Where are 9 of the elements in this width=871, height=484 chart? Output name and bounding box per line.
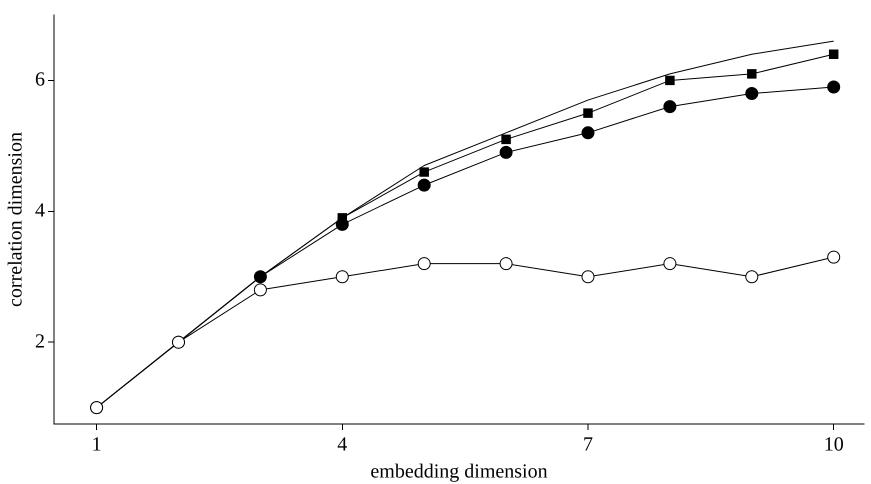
x-tick-label: 7: [582, 433, 593, 456]
x-tick-label: 10: [824, 433, 844, 456]
y-tick-label: 2: [35, 330, 45, 352]
y-axis-title: correlation dimension: [4, 132, 26, 307]
x-axis-title: embedding dimension: [370, 460, 548, 482]
x-tick-label: 4: [337, 433, 348, 456]
y-tick-label: 6: [35, 68, 45, 91]
y-tick-label: 4: [35, 200, 45, 222]
x-tick-label: 1: [92, 433, 102, 456]
